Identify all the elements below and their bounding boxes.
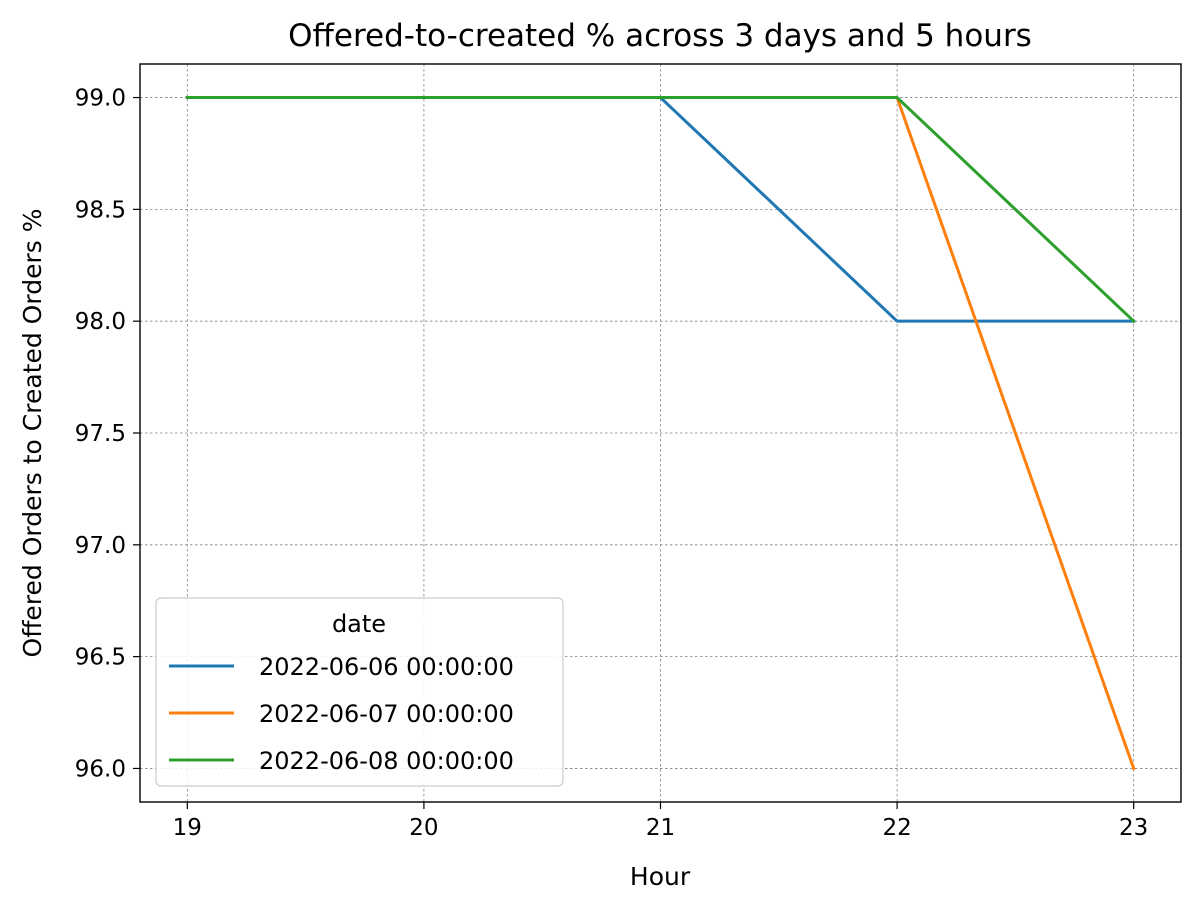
x-tick-label: 21 [646, 815, 675, 841]
legend-title: date [332, 610, 386, 638]
legend-label-1: 2022-06-06 00:00:00 [259, 653, 514, 681]
plot-area-frame [139, 63, 1182, 803]
y-tick-label: 98.0 [75, 309, 126, 335]
y-tick-label: 99.0 [75, 86, 126, 112]
y-axis-ticks: 96.0 96.5 97.0 97.5 98.0 98.5 99.0 [75, 86, 140, 782]
y-axis-label: Offered Orders to Created Orders % [18, 209, 47, 658]
x-axis-label: Hour [630, 862, 691, 891]
x-tick-label: 19 [173, 815, 202, 841]
legend-label-2: 2022-06-07 00:00:00 [259, 700, 514, 728]
legend-items: 2022-06-06 00:00:00 2022-06-07 00:00:00 20… [169, 653, 514, 775]
x-tick-label: 23 [1119, 815, 1148, 841]
x-axis-ticks: 19 20 21 22 23 [173, 802, 1148, 841]
series-line-3 [185, 96, 1136, 324]
y-tick-label: 97.5 [75, 421, 126, 447]
y-tick-label: 98.5 [75, 197, 126, 223]
y-tick-label: 96.0 [75, 756, 126, 782]
y-tick-label: 97.0 [75, 533, 126, 559]
x-tick-label: 20 [409, 815, 438, 841]
chart-title: Offered-to-created % across 3 days and 5… [288, 18, 1032, 54]
grid-lines [140, 64, 1181, 802]
legend: date 2022-06-06 00:00:00 2022-06-07 00:00… [155, 597, 564, 787]
y-tick-label: 96.5 [75, 645, 126, 671]
x-tick-label: 22 [882, 815, 911, 841]
legend-label-3: 2022-06-08 00:00:00 [259, 747, 514, 775]
legend-box [155, 597, 564, 787]
series-lines [185, 96, 1136, 771]
